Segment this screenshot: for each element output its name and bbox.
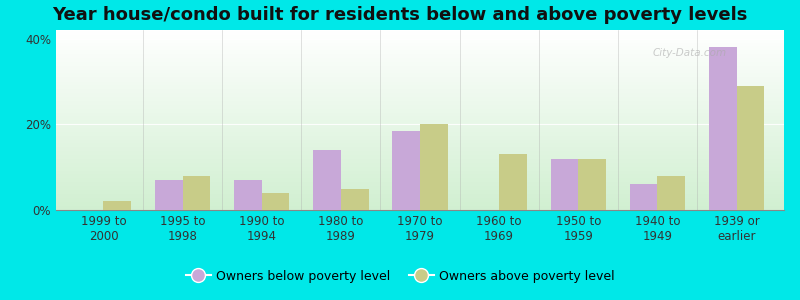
Bar [630,184,658,210]
Bar [103,201,131,210]
Bar [313,150,341,210]
Text: City-Data.com: City-Data.com [652,48,726,59]
Bar [392,131,420,210]
Bar [182,176,210,210]
Bar [234,180,262,210]
Bar [658,176,685,210]
Text: Year house/condo built for residents below and above poverty levels: Year house/condo built for residents bel… [52,6,748,24]
Bar [341,189,369,210]
Bar [709,47,737,210]
Bar [499,154,527,210]
Bar [420,124,448,210]
Bar [550,159,578,210]
Legend: Owners below poverty level, Owners above poverty level: Owners below poverty level, Owners above… [181,265,619,288]
Bar [262,193,290,210]
Bar [578,159,606,210]
Bar [155,180,182,210]
Bar [737,86,764,210]
